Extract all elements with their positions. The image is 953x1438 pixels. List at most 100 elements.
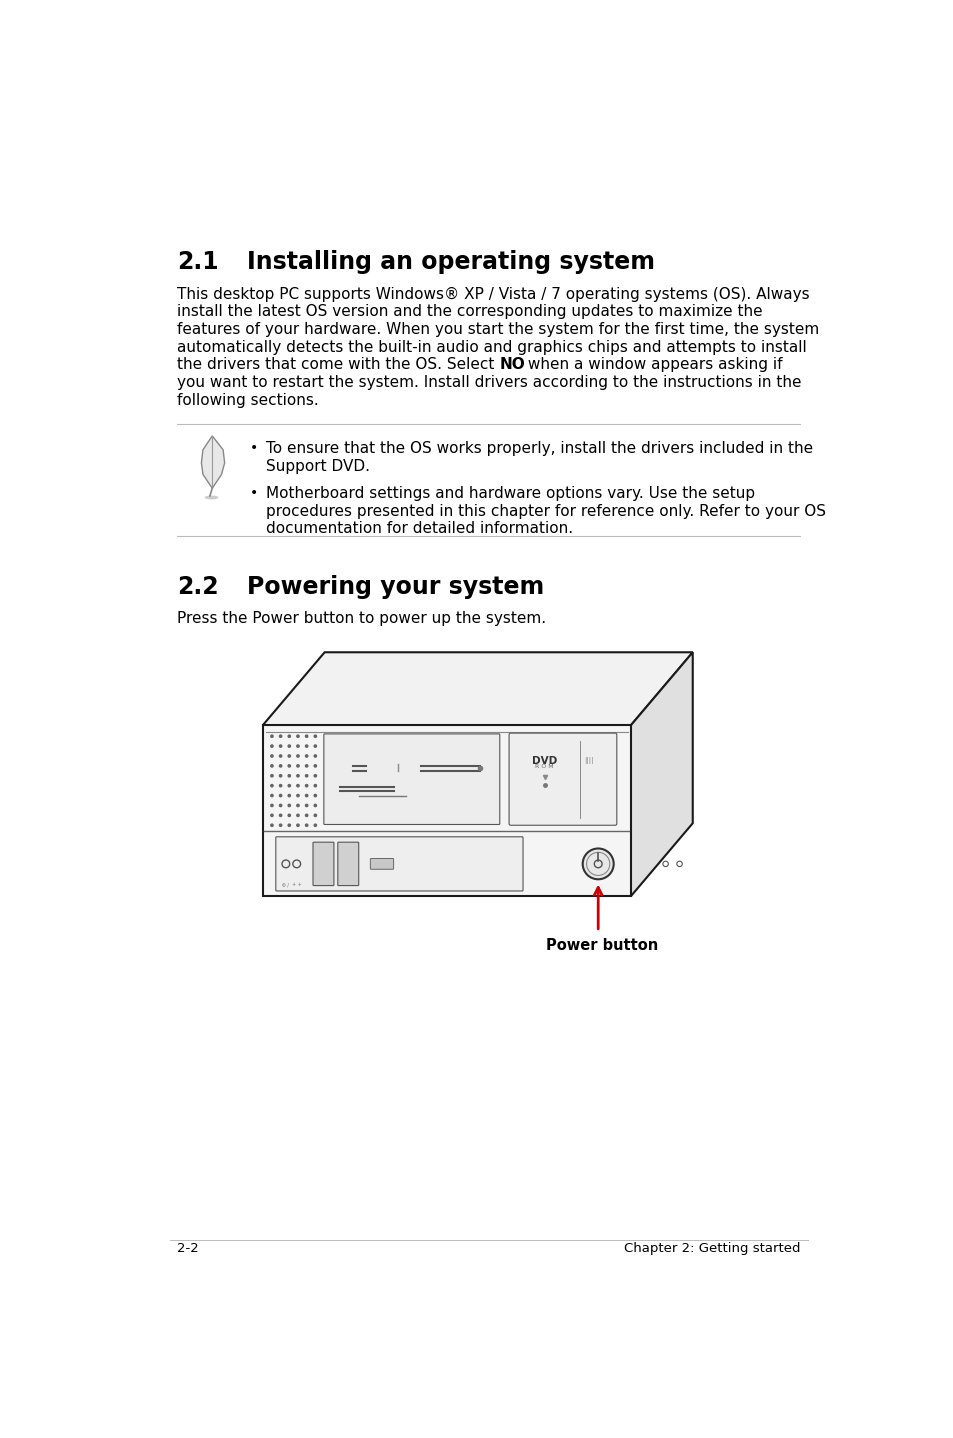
Circle shape bbox=[314, 804, 316, 807]
Text: Powering your system: Powering your system bbox=[247, 575, 544, 598]
Circle shape bbox=[296, 755, 299, 758]
Ellipse shape bbox=[204, 496, 218, 499]
Circle shape bbox=[271, 785, 273, 787]
Circle shape bbox=[314, 755, 316, 758]
Text: the drivers that come with the OS. Select NO: the drivers that come with the OS. Selec… bbox=[177, 358, 522, 372]
Circle shape bbox=[305, 775, 308, 777]
Circle shape bbox=[271, 775, 273, 777]
Polygon shape bbox=[262, 725, 630, 896]
Circle shape bbox=[305, 804, 308, 807]
Circle shape bbox=[288, 765, 290, 766]
Circle shape bbox=[305, 755, 308, 758]
Circle shape bbox=[279, 824, 281, 827]
Text: install the latest OS version and the corresponding updates to maximize the: install the latest OS version and the co… bbox=[177, 305, 762, 319]
Circle shape bbox=[314, 775, 316, 777]
Circle shape bbox=[296, 824, 299, 827]
Text: 2-2: 2-2 bbox=[177, 1242, 199, 1255]
Text: automatically detects the built-in audio and graphics chips and attempts to inst: automatically detects the built-in audio… bbox=[177, 339, 806, 355]
Circle shape bbox=[288, 824, 290, 827]
Circle shape bbox=[288, 745, 290, 748]
FancyBboxPatch shape bbox=[370, 858, 394, 870]
Circle shape bbox=[288, 794, 290, 797]
Circle shape bbox=[271, 745, 273, 748]
Polygon shape bbox=[201, 436, 224, 489]
Circle shape bbox=[296, 775, 299, 777]
Circle shape bbox=[279, 804, 281, 807]
Text: R O M: R O M bbox=[535, 765, 554, 769]
Circle shape bbox=[288, 804, 290, 807]
Polygon shape bbox=[262, 653, 692, 725]
Circle shape bbox=[288, 775, 290, 777]
Text: DVD: DVD bbox=[532, 756, 557, 766]
Circle shape bbox=[296, 785, 299, 787]
Text: features of your hardware. When you start the system for the first time, the sys: features of your hardware. When you star… bbox=[177, 322, 819, 336]
Circle shape bbox=[305, 785, 308, 787]
Text: you want to restart the system. Install drivers according to the instructions in: you want to restart the system. Install … bbox=[177, 375, 801, 390]
Text: the drivers that come with the OS. Select: the drivers that come with the OS. Selec… bbox=[177, 358, 499, 372]
Text: Motherboard settings and hardware options vary. Use the setup: Motherboard settings and hardware option… bbox=[266, 486, 755, 500]
FancyBboxPatch shape bbox=[337, 843, 358, 886]
Circle shape bbox=[279, 814, 281, 817]
Circle shape bbox=[314, 785, 316, 787]
Text: Power button: Power button bbox=[545, 938, 658, 953]
Circle shape bbox=[279, 785, 281, 787]
Text: when a window appears asking if: when a window appears asking if bbox=[522, 358, 781, 372]
Circle shape bbox=[279, 745, 281, 748]
Text: procedures presented in this chapter for reference only. Refer to your OS: procedures presented in this chapter for… bbox=[266, 503, 825, 519]
Text: 2.2: 2.2 bbox=[177, 575, 219, 598]
Text: ||||: |||| bbox=[583, 758, 593, 764]
Circle shape bbox=[314, 814, 316, 817]
Circle shape bbox=[271, 755, 273, 758]
Circle shape bbox=[296, 814, 299, 817]
Circle shape bbox=[279, 794, 281, 797]
Circle shape bbox=[314, 735, 316, 738]
Circle shape bbox=[271, 814, 273, 817]
Circle shape bbox=[314, 824, 316, 827]
Circle shape bbox=[296, 804, 299, 807]
FancyBboxPatch shape bbox=[583, 745, 604, 814]
Circle shape bbox=[271, 804, 273, 807]
Circle shape bbox=[305, 735, 308, 738]
Text: This desktop PC supports Windows® XP / Vista / 7 operating systems (OS). Always: This desktop PC supports Windows® XP / V… bbox=[177, 286, 809, 302]
Text: Installing an operating system: Installing an operating system bbox=[247, 250, 655, 273]
Circle shape bbox=[279, 735, 281, 738]
Text: following sections.: following sections. bbox=[177, 393, 319, 408]
Text: To ensure that the OS works properly, install the drivers included in the: To ensure that the OS works properly, in… bbox=[266, 441, 813, 456]
Circle shape bbox=[296, 735, 299, 738]
Circle shape bbox=[288, 785, 290, 787]
Text: Support DVD.: Support DVD. bbox=[266, 459, 370, 475]
Circle shape bbox=[296, 765, 299, 766]
Circle shape bbox=[314, 745, 316, 748]
Circle shape bbox=[271, 735, 273, 738]
Text: •: • bbox=[249, 486, 257, 500]
Circle shape bbox=[296, 745, 299, 748]
FancyBboxPatch shape bbox=[416, 761, 484, 775]
FancyBboxPatch shape bbox=[509, 733, 617, 825]
Text: Φ /: Φ / bbox=[282, 881, 289, 887]
Circle shape bbox=[305, 765, 308, 766]
Circle shape bbox=[288, 755, 290, 758]
Circle shape bbox=[288, 814, 290, 817]
Circle shape bbox=[279, 775, 281, 777]
Circle shape bbox=[305, 814, 308, 817]
Circle shape bbox=[271, 824, 273, 827]
Circle shape bbox=[305, 794, 308, 797]
Polygon shape bbox=[630, 653, 692, 896]
Text: Chapter 2: Getting started: Chapter 2: Getting started bbox=[623, 1242, 800, 1255]
Circle shape bbox=[314, 794, 316, 797]
Circle shape bbox=[296, 794, 299, 797]
Circle shape bbox=[279, 755, 281, 758]
Text: •: • bbox=[249, 441, 257, 456]
Text: documentation for detailed information.: documentation for detailed information. bbox=[266, 522, 573, 536]
FancyBboxPatch shape bbox=[333, 761, 406, 775]
Circle shape bbox=[271, 765, 273, 766]
Text: Press the Power button to power up the system.: Press the Power button to power up the s… bbox=[177, 611, 546, 627]
Circle shape bbox=[305, 824, 308, 827]
Text: + +: + + bbox=[292, 881, 301, 887]
FancyBboxPatch shape bbox=[323, 733, 499, 824]
FancyBboxPatch shape bbox=[313, 843, 334, 886]
Circle shape bbox=[582, 848, 613, 879]
FancyBboxPatch shape bbox=[516, 745, 573, 781]
Circle shape bbox=[288, 735, 290, 738]
Text: 2.1: 2.1 bbox=[177, 250, 219, 273]
